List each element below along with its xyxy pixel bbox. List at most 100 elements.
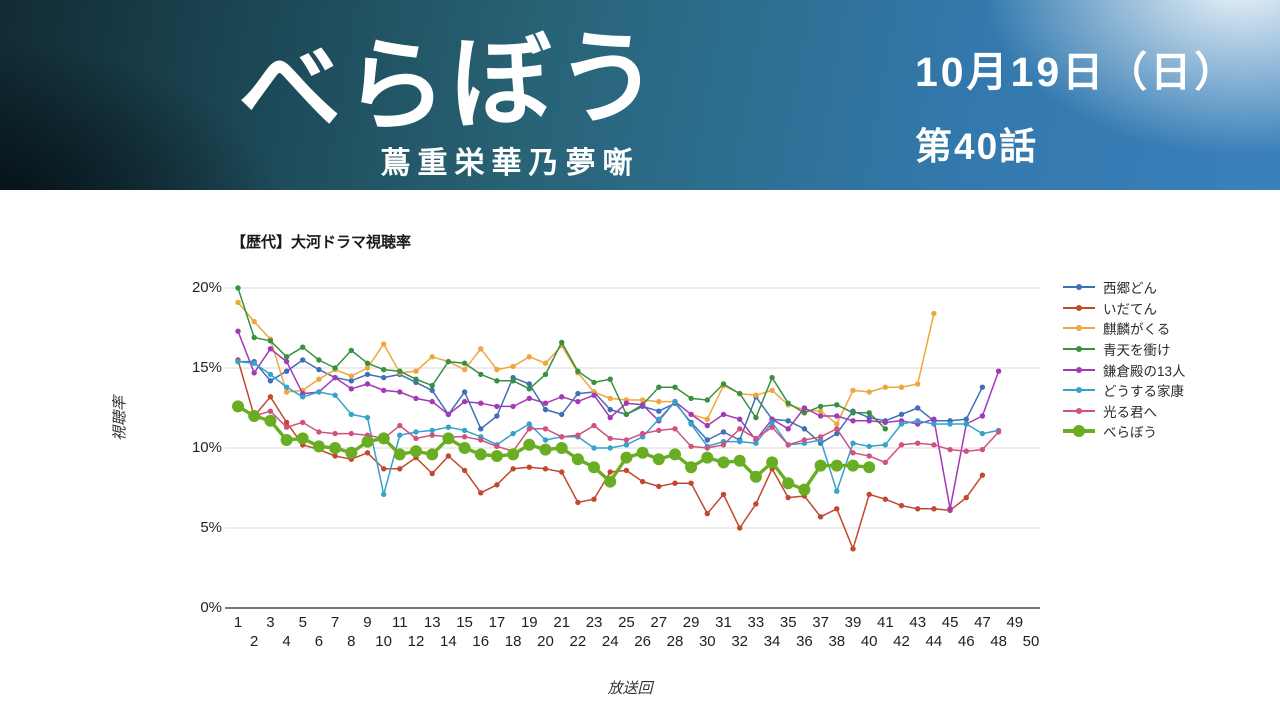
data-point-光る君へ-22 [575, 432, 581, 438]
x-tick-25: 25 [618, 614, 635, 631]
data-point-光る君へ-29 [688, 443, 694, 450]
data-point-青天を衝け-3 [267, 338, 274, 344]
x-tick-34: 34 [763, 633, 781, 650]
data-point-どうする家康-45 [947, 421, 953, 427]
data-point-光る君へ-27 [656, 427, 662, 434]
data-point-べらぼう-5 [296, 432, 309, 445]
data-point-西郷どん-13 [429, 387, 435, 394]
x-tick-1: 1 [233, 614, 243, 631]
legend-swatch-icon [1063, 404, 1095, 418]
data-point-鎌倉殿の13人-2 [251, 370, 257, 376]
data-point-いだてん-42 [898, 502, 905, 509]
legend-label: 青天を衝け [1103, 343, 1171, 359]
data-point-べらぼう-7 [329, 442, 342, 454]
x-tick-33: 33 [747, 614, 765, 631]
data-point-いだてん-16 [478, 490, 484, 496]
data-point-どうする家康-8 [348, 411, 354, 418]
data-point-どうする家康-39 [850, 440, 856, 446]
data-point-青天を衝け-29 [688, 395, 694, 402]
y-tick-20%: 20% [191, 279, 222, 296]
x-tick-2: 2 [250, 633, 259, 650]
data-point-いだてん-29 [688, 480, 694, 486]
legend-item-いだてん: いだてん [1063, 298, 1186, 319]
x-tick-23: 23 [585, 614, 603, 631]
legend-swatch-icon [1063, 301, 1095, 315]
data-point-光る君へ-36 [801, 437, 808, 443]
data-point-鎌倉殿の13人-19 [526, 395, 532, 402]
data-point-光る君へ-35 [785, 442, 791, 448]
data-point-べらぼう-23 [588, 461, 600, 474]
x-tick-43: 43 [909, 614, 927, 631]
x-tick-45: 45 [941, 614, 959, 631]
x-tick-6: 6 [314, 633, 324, 650]
x-tick-38: 38 [828, 633, 846, 650]
data-point-どうする家康-42 [898, 421, 905, 427]
x-tick-15: 15 [456, 614, 473, 631]
x-tick-26: 26 [634, 633, 651, 650]
data-point-鎌倉殿の13人-9 [364, 381, 371, 387]
data-point-光る君へ-12 [413, 435, 419, 442]
data-point-いだてん-24 [607, 469, 613, 475]
x-tick-12: 12 [407, 633, 425, 650]
data-point-青天を衝け-2 [251, 334, 257, 341]
x-tick-19: 19 [520, 614, 538, 631]
data-point-べらぼう-1 [232, 400, 244, 413]
data-point-どうする家康-25 [623, 442, 630, 448]
data-point-光る君へ-20 [542, 426, 549, 432]
data-point-いだてん-19 [526, 464, 532, 470]
data-point-青天を衝け-19 [526, 386, 532, 392]
data-point-べらぼう-29 [685, 461, 698, 474]
data-point-べらぼう-9 [361, 435, 374, 448]
data-point-いだてん-26 [639, 478, 646, 485]
chart-legend: 西郷どん いだてん 麒麟がくる 青天を衝け 鎌倉殿の13人 どうする家康 光る君へ べらぼう [1063, 277, 1186, 442]
data-point-麒麟がくる-8 [348, 373, 354, 379]
data-point-光る君へ-45 [947, 446, 953, 453]
data-point-麒麟がくる-43 [915, 381, 921, 387]
data-point-どうする家康-34 [769, 419, 775, 426]
series-line-麒麟がくる [237, 301, 935, 425]
x-tick-29: 29 [682, 614, 700, 631]
data-point-いだてん-41 [882, 496, 888, 502]
legend-item-西郷どん: 西郷どん [1063, 277, 1186, 298]
data-point-べらぼう-39 [847, 459, 859, 472]
x-tick-22: 22 [569, 633, 587, 650]
x-tick-7: 7 [330, 614, 340, 631]
data-point-光る君へ-34 [769, 424, 775, 430]
data-point-どうする家康-20 [542, 437, 549, 443]
data-point-光る君へ-42 [898, 442, 905, 448]
data-point-西郷どん-19 [526, 381, 532, 387]
data-point-いだてん-37 [817, 514, 824, 520]
data-point-光る君へ-7 [332, 430, 338, 437]
x-tick-44: 44 [925, 633, 943, 650]
data-point-べらぼう-2 [248, 410, 261, 422]
data-point-青天を衝け-12 [413, 376, 419, 382]
data-point-べらぼう-3 [264, 414, 277, 427]
data-point-べらぼう-35 [782, 477, 795, 490]
data-point-麒麟がくる-18 [510, 363, 516, 370]
data-point-鎌倉殿の13人-47 [979, 413, 986, 419]
data-point-鎌倉殿の13人-18 [510, 403, 516, 410]
data-point-べらぼう-20 [539, 443, 552, 456]
data-point-鎌倉殿の13人-35 [785, 426, 791, 432]
x-tick-9: 9 [363, 614, 372, 631]
data-point-どうする家康-33 [753, 440, 759, 446]
data-point-麒麟がくる-41 [882, 384, 888, 390]
data-point-光る君へ-24 [607, 435, 613, 442]
data-point-光る君へ-8 [348, 430, 354, 437]
data-point-光る君へ-47 [979, 446, 986, 453]
data-point-べらぼう-16 [474, 448, 487, 461]
data-point-べらぼう-10 [377, 432, 390, 445]
data-point-いだてん-25 [623, 467, 630, 474]
data-point-いだてん-33 [753, 501, 759, 507]
legend-item-鎌倉殿の13人: 鎌倉殿の13人 [1063, 359, 1186, 380]
data-point-麒麟がくる-20 [542, 360, 549, 366]
data-point-どうする家康-1 [235, 358, 241, 365]
data-point-どうする家康-44 [931, 421, 937, 427]
data-point-鎌倉殿の13人-41 [882, 419, 888, 426]
x-tick-5: 5 [298, 614, 307, 631]
data-point-鎌倉殿の13人-36 [801, 405, 808, 411]
data-point-鎌倉殿の13人-22 [575, 398, 581, 405]
data-point-鎌倉殿の13人-29 [688, 411, 694, 418]
data-point-いだてん-46 [963, 494, 969, 501]
